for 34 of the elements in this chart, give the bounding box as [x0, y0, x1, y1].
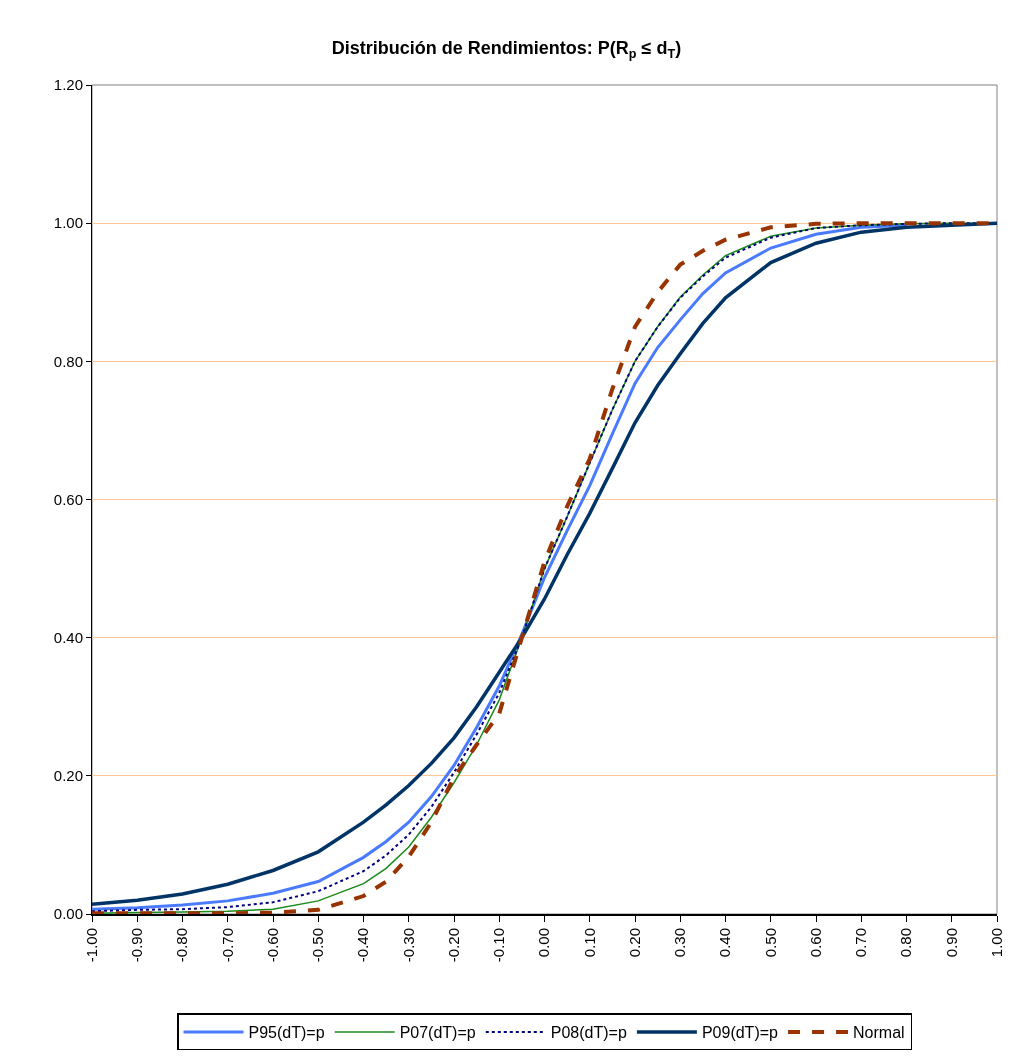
x-tick-label: -0.70 — [218, 928, 236, 963]
legend-label: P09(dT)=p — [701, 1024, 779, 1042]
x-tick-label: 0.50 — [761, 928, 779, 958]
y-tick-label: 0.60 — [53, 490, 83, 508]
y-tick-label: 0.00 — [53, 905, 83, 923]
legend-label: P07(dT)=p — [399, 1024, 476, 1042]
x-tick-label: -0.60 — [263, 928, 281, 963]
chart-title: Distribución de Rendimientos: P(R$_{p}$ ≤ d$_{T}$) — [331, 37, 682, 61]
x-tick-label: -0.10 — [490, 928, 508, 963]
x-tick-label: -0.30 — [399, 928, 417, 963]
x-tick-label: 0.60 — [806, 928, 824, 958]
x-tick-label: 0.40 — [716, 928, 734, 958]
legend-label: P95(dT)=p — [248, 1024, 325, 1042]
y-tick-label: 1.20 — [53, 76, 83, 94]
x-tick-label: 0.10 — [580, 928, 598, 958]
x-tick-label: -0.20 — [444, 928, 462, 963]
legend-label: Normal — [853, 1024, 905, 1042]
x-tick-label: -0.40 — [354, 928, 372, 963]
x-tick-label: 0.80 — [897, 928, 915, 958]
legend-label: P08(dT)=p — [550, 1024, 627, 1042]
x-tick-label: -1.00 — [82, 928, 100, 963]
x-tick-label: -0.80 — [173, 928, 191, 963]
y-tick-label: 0.80 — [53, 352, 83, 370]
x-tick-label: -0.50 — [309, 928, 327, 963]
x-tick-label: -0.90 — [128, 928, 146, 963]
y-tick-label: 0.40 — [53, 628, 83, 646]
x-tick-label: 0.20 — [625, 928, 643, 958]
y-tick-label: 1.00 — [53, 214, 83, 232]
y-tick-label: 0.20 — [53, 767, 83, 785]
x-tick-label: 0.00 — [535, 928, 553, 958]
x-tick-label: 0.30 — [671, 928, 689, 958]
x-tick-label: 0.90 — [942, 928, 960, 958]
x-tick-label: 0.70 — [852, 928, 870, 958]
x-tick-label: 1.00 — [987, 928, 1005, 958]
